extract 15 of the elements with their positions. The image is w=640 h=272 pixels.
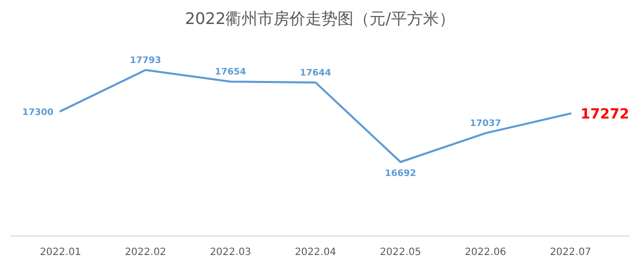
data-label: 17272: [580, 106, 630, 123]
x-tick-label: 2022.02: [124, 247, 166, 258]
x-tick-label: 2022.07: [550, 247, 592, 258]
x-tick-label: 2022.03: [210, 247, 252, 258]
x-tick-label: 2022.05: [380, 247, 422, 258]
x-tick-label: 2022.06: [464, 247, 506, 258]
data-label: 17793: [130, 56, 162, 66]
chart-title: 2022衢州市房价走势图（元/平方米）: [184, 9, 456, 28]
data-label: 17037: [470, 119, 502, 130]
data-label: 16692: [384, 169, 416, 179]
data-label: 17644: [300, 68, 332, 78]
data-label: 17300: [22, 108, 54, 118]
data-label: 17654: [214, 68, 246, 78]
x-tick-label: 2022.01: [40, 247, 82, 258]
x-tick-label: 2022.04: [294, 247, 336, 258]
